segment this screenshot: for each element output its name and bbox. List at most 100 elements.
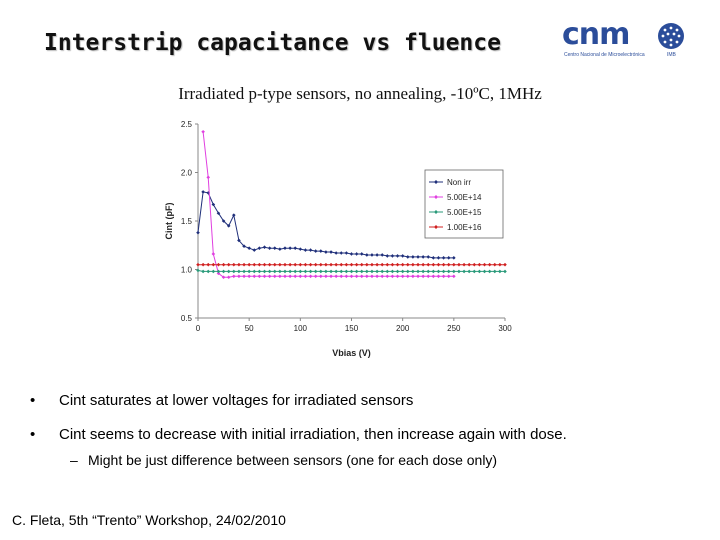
data-point [262,274,267,279]
data-point [421,269,425,274]
data-point [206,175,211,180]
data-point [283,246,287,250]
data-point [395,254,400,258]
data-point [283,269,287,274]
data-point [298,269,303,274]
logo-institution: IMB [667,52,676,58]
data-point [262,245,267,249]
data-point [252,269,257,274]
data-point [446,274,451,279]
data-point [426,262,431,267]
data-point [247,274,251,279]
data-point [370,274,374,279]
data-point [503,262,507,267]
legend-swatch-marker [434,225,438,229]
data-point [349,262,354,267]
data-point [237,262,241,267]
series-line-1 [202,131,454,278]
data-point [221,262,226,267]
data-point [426,255,431,259]
data-point [288,269,292,274]
data-point [272,274,277,279]
bullet-list: • Cint saturates at lower voltages for i… [30,392,710,460]
data-point [334,262,338,267]
data-point [339,269,344,274]
data-point [441,262,446,267]
data-point [226,269,231,274]
bullet-glyph: • [30,426,36,443]
data-point [298,247,303,251]
data-point [436,269,441,274]
data-point [278,262,282,267]
data-point [257,274,262,279]
data-point [319,249,323,253]
data-point [344,274,349,279]
data-point [359,274,364,279]
data-point [457,262,461,267]
data-point [416,262,420,267]
legend-label: 5.00E+14 [447,193,482,202]
data-point [267,269,272,274]
data-point [221,219,226,223]
data-point [344,251,349,255]
data-point [308,248,313,252]
data-point [446,262,451,267]
y-tick-label: 2.5 [181,120,193,129]
y-tick-label: 1.5 [181,217,193,226]
data-point [201,190,205,194]
bullet-text: Cint seems to decrease with initial irra… [59,426,567,443]
logo-wordmark: cnm [562,17,630,52]
data-point [436,274,441,279]
x-tick-label: 0 [196,324,201,333]
data-point [452,262,456,267]
data-point [252,262,257,267]
data-point [201,269,205,274]
y-tick-label: 0.5 [181,314,193,323]
data-point [349,274,354,279]
data-point [400,274,405,279]
legend-label: 1.00E+16 [447,223,482,232]
data-point [334,251,338,255]
data-point [252,274,257,279]
data-point [288,262,292,267]
x-tick-label: 150 [345,324,359,333]
data-point [462,269,466,274]
slide-subtitle: Irradiated p-type sensors, no annealing,… [178,84,542,103]
data-point [426,274,431,279]
data-point [416,274,420,279]
data-point [257,269,262,274]
data-point [283,274,287,279]
sub-bullet: – Might be just difference between senso… [70,452,497,468]
data-point [272,262,277,267]
data-point [319,274,323,279]
data-point [226,262,231,267]
data-point [216,262,221,267]
data-point [232,213,236,217]
data-point [365,269,369,274]
data-point [288,246,292,250]
data-point [293,246,298,250]
data-point [267,274,272,279]
bullet-text: Cint saturates at lower voltages for irr… [59,392,414,409]
data-point [313,249,318,253]
data-point [385,262,390,267]
data-point [196,268,200,273]
data-point [375,253,379,257]
data-point [462,262,466,267]
data-point [390,262,395,267]
data-point [354,269,359,274]
data-point [211,252,216,256]
data-point [431,269,436,274]
data-point [405,255,410,259]
data-point [196,230,200,235]
data-point [421,255,425,259]
data-point [226,275,231,280]
data-point [354,252,359,256]
data-point [477,262,482,267]
data-point [313,274,318,279]
data-point [359,262,364,267]
data-point [411,274,415,279]
data-point [390,254,395,258]
data-point [380,253,384,257]
data-point [446,269,451,274]
